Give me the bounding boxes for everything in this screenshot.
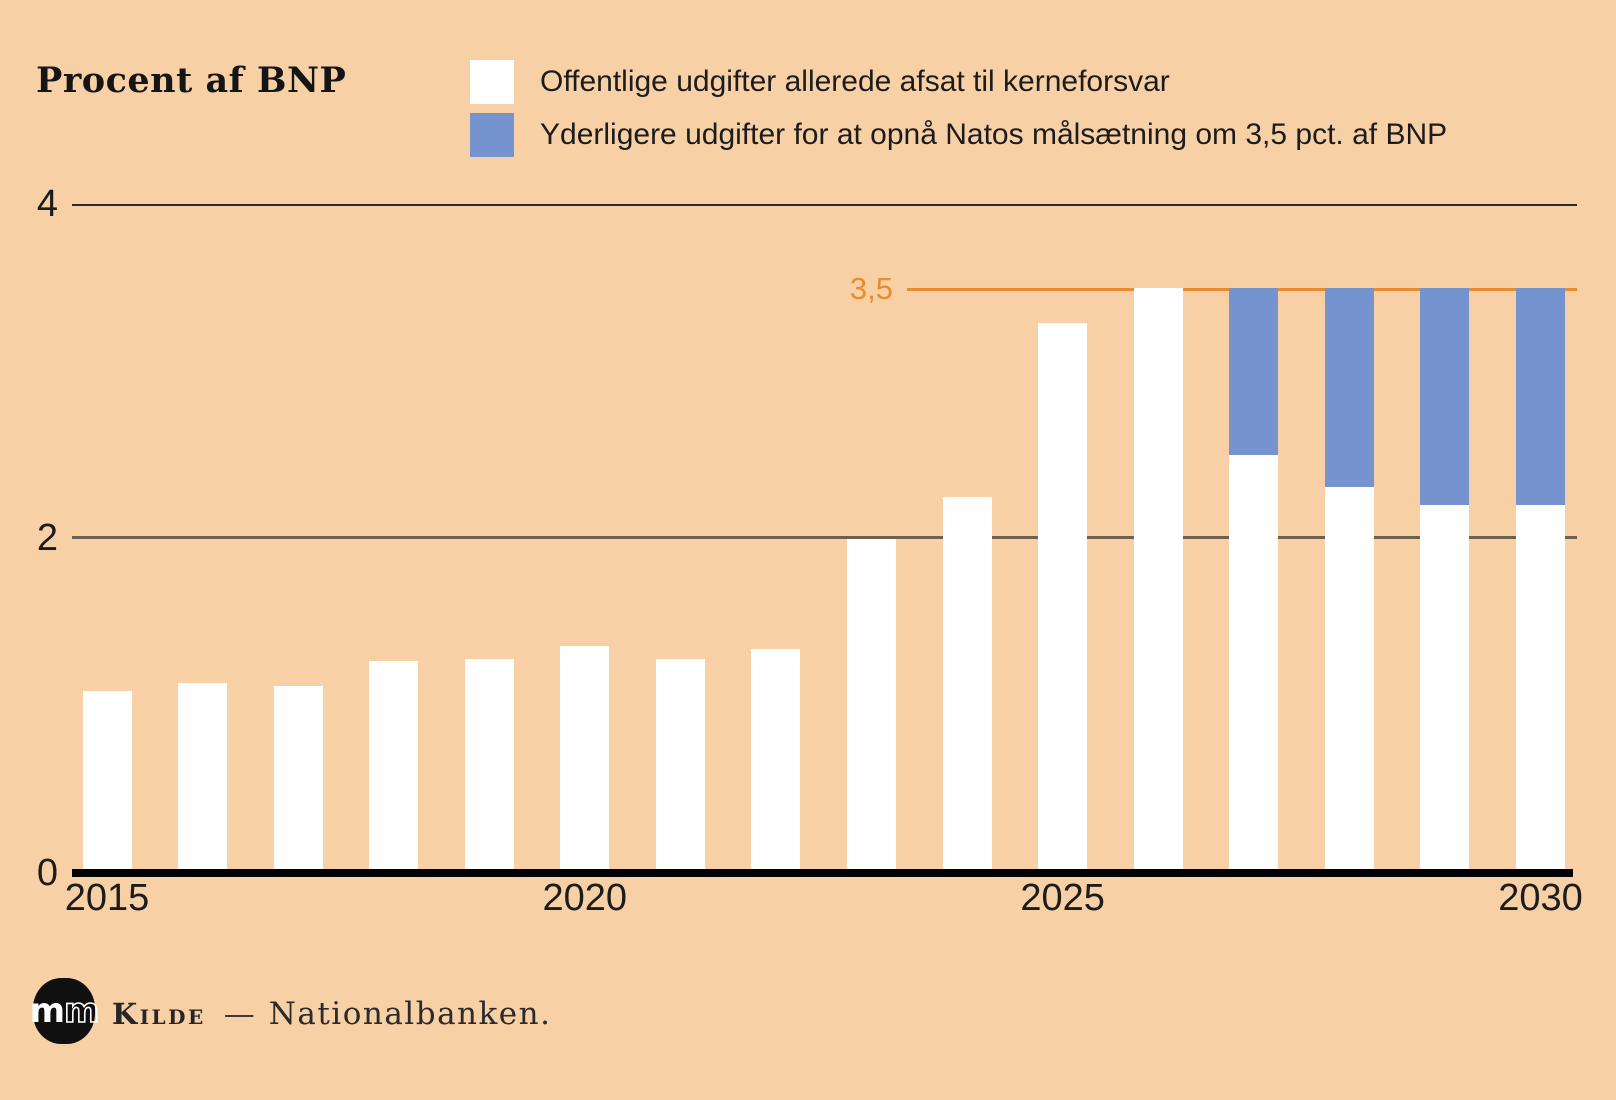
bar-base-2022 bbox=[751, 649, 801, 873]
bar-base-2026 bbox=[1133, 288, 1183, 873]
bar-base-2024 bbox=[942, 497, 992, 873]
reference-line-label: 3,5 bbox=[849, 271, 893, 306]
gridline-4 bbox=[72, 204, 1577, 206]
bar-base-2018 bbox=[369, 660, 419, 873]
source-value: Nationalbanken. bbox=[268, 996, 552, 1032]
y-tick-4: 4 bbox=[36, 183, 58, 226]
bar-additional-2030 bbox=[1515, 288, 1565, 506]
bar-additional-2027 bbox=[1229, 288, 1279, 456]
legend-item-base: Offentlige udgifter allerede afsat til k… bbox=[470, 60, 1447, 104]
x-tick-2015: 2015 bbox=[64, 876, 150, 919]
legend-label-base: Offentlige udgifter allerede afsat til k… bbox=[540, 65, 1170, 98]
x-axis-line bbox=[72, 869, 1573, 877]
bar-base-2021 bbox=[655, 659, 705, 873]
source-line: Kilde — Nationalbanken. bbox=[112, 996, 551, 1032]
source-separator: — bbox=[223, 996, 255, 1032]
bar-base-2030 bbox=[1515, 505, 1565, 873]
source-label: Kilde bbox=[112, 997, 206, 1031]
bar-base-2029 bbox=[1420, 505, 1470, 873]
gridline-2 bbox=[72, 536, 1577, 539]
y-tick-0: 0 bbox=[36, 851, 58, 894]
y-tick-2: 2 bbox=[36, 517, 58, 560]
bar-additional-2028 bbox=[1324, 288, 1374, 488]
bar-base-2028 bbox=[1324, 487, 1374, 873]
bar-base-2025 bbox=[1038, 323, 1088, 873]
x-tick-2025: 2025 bbox=[1020, 876, 1105, 919]
bar-base-2019 bbox=[464, 659, 514, 873]
legend: Offentlige udgifter allerede afsat til k… bbox=[470, 60, 1447, 166]
legend-swatch-blue bbox=[470, 113, 514, 157]
logo-letter-m2: m bbox=[63, 990, 100, 1032]
logo-letter-m1: m bbox=[29, 991, 65, 1031]
legend-label-additional: Yderligere udgifter for at opnå Natos må… bbox=[540, 118, 1448, 151]
bar-base-2016 bbox=[178, 682, 228, 873]
bar-base-2023 bbox=[847, 538, 897, 873]
bar-base-2015 bbox=[82, 690, 132, 873]
x-tick-2030: 2030 bbox=[1498, 876, 1583, 919]
bar-additional-2029 bbox=[1420, 288, 1470, 506]
x-tick-2020: 2020 bbox=[542, 876, 628, 919]
legend-item-additional: Yderligere udgifter for at opnå Natos må… bbox=[470, 113, 1447, 157]
bar-base-2020 bbox=[560, 645, 610, 873]
legend-swatch-white bbox=[470, 60, 514, 104]
bar-base-2027 bbox=[1229, 455, 1279, 873]
bar-base-2017 bbox=[273, 685, 323, 873]
page-title: Procent af BNP bbox=[36, 60, 347, 101]
